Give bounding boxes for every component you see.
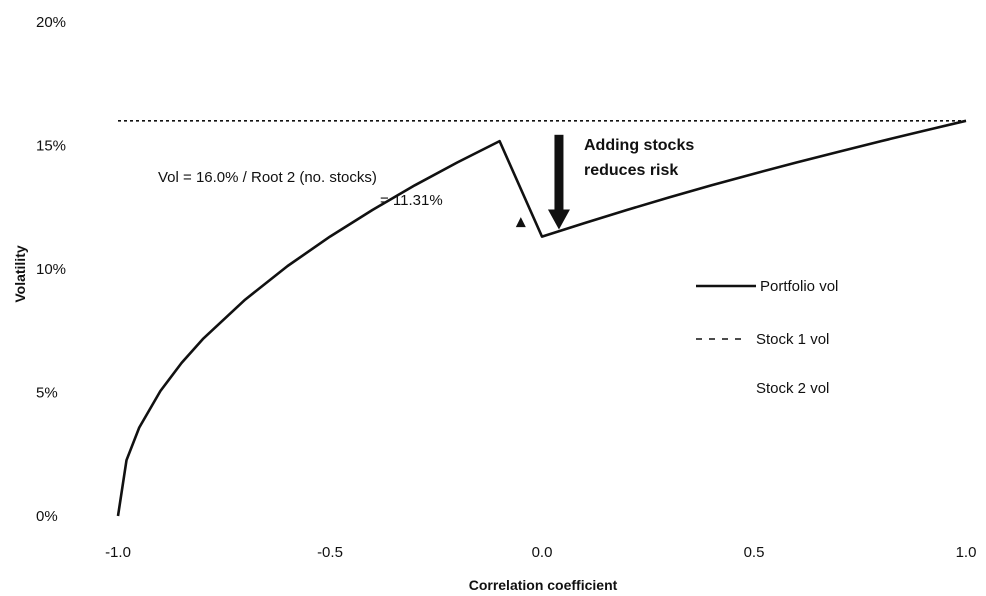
x-axis-title: Correlation coefficient — [469, 577, 618, 593]
y-tick-label: 20% — [36, 14, 66, 31]
y-tick-label: 15% — [36, 138, 66, 155]
x-tick-label: 0.5 — [744, 544, 765, 561]
y-tick-label: 0% — [36, 508, 58, 525]
legend-label: Stock 1 vol — [756, 331, 829, 348]
y-axis-title: Volatility — [12, 245, 28, 303]
marker-layer — [515, 217, 526, 228]
risk-annotation-line2: reduces risk — [584, 162, 678, 179]
reduction-arrow — [547, 134, 570, 230]
root2-annotation-line2: = 11.31% — [380, 192, 443, 209]
risk-annotation-line1: Adding stocks — [584, 137, 694, 154]
arrow-shaft — [554, 134, 564, 212]
x-tick-label: 1.0 — [956, 544, 977, 561]
arrow-head — [547, 209, 570, 230]
legend-label: Stock 2 vol — [756, 380, 829, 397]
x-axis-ticks: -1.0 -0.5 0.0 0.5 1.0 — [105, 544, 976, 561]
series-layer — [116, 119, 967, 517]
portfolio-vol-line — [116, 119, 967, 517]
y-axis-ticks: 0% 5% 10% 15% 20% — [36, 14, 66, 525]
triangle-marker — [515, 217, 526, 228]
x-tick-label: 0.0 — [532, 544, 553, 561]
y-tick-label: 5% — [36, 385, 58, 402]
x-tick-label: -1.0 — [105, 544, 131, 561]
x-tick-label: -0.5 — [317, 544, 343, 561]
legend: Portfolio vol Stock 1 vol Stock 2 vol — [696, 278, 838, 397]
y-tick-label: 10% — [36, 261, 66, 278]
legend-label: Portfolio vol — [760, 278, 838, 295]
root2-annotation-line1: Vol = 16.0% / Root 2 (no. stocks) — [158, 169, 377, 186]
